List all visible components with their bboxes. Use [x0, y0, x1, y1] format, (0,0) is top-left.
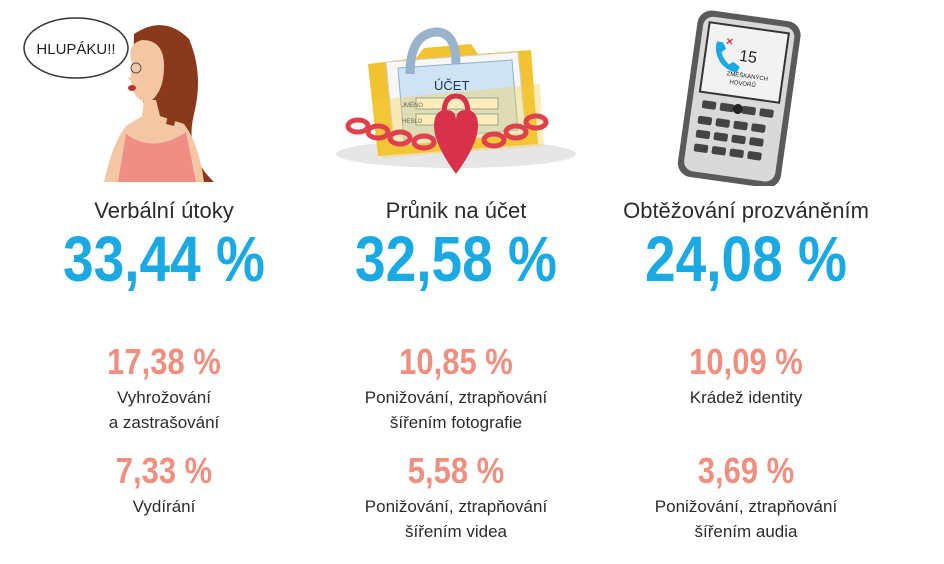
column-title: Průnik na účet [385, 198, 527, 223]
sub-label-line: Ponižování, ztrapňování [364, 497, 548, 516]
sub-label-line: Vydírání [132, 497, 196, 516]
column-title: Obtěžování prozváněním [623, 198, 869, 223]
woman-shouting-icon: HLUPÁKU!! [23, 17, 214, 182]
folder-heading: ÚČET [434, 78, 469, 93]
bubble-text: HLUPÁKU!! [36, 41, 115, 58]
main-percent: 32,58 % [355, 223, 557, 295]
column-missed-calls: × 15 ZMEŠKANÝCH HOVORŮ [596, 0, 896, 564]
missed-count: 15 [738, 48, 758, 67]
svg-text:×: × [725, 34, 734, 49]
sub-label: Vyhrožování a zastrašování [14, 385, 314, 435]
sub-label-line: Krádež identity [689, 388, 803, 407]
sub-label-line: Vyhrožování [117, 388, 211, 407]
column-title: Verbální útoky [94, 198, 234, 223]
sub-label-line: a zastrašování [108, 413, 220, 432]
sub-percent: 3,69 % [697, 450, 795, 491]
sub-label: Ponižování, ztrapňování šířením fotograf… [306, 385, 606, 435]
main-percent: 33,44 % [63, 223, 265, 295]
column-account-breach: ÚČET JMÉNO HESLO Průnik na účet 32,58 % … [306, 0, 606, 564]
sub-percent: 10,09 % [689, 341, 803, 382]
sub-percent: 10,85 % [399, 341, 513, 382]
folder-field: HESLO [402, 119, 423, 125]
sub-label: Vydírání [14, 494, 314, 519]
column-verbal-attacks: HLUPÁKU!! Verbální útoky 33,44 % 17,38 %… [14, 0, 314, 564]
sub-percent: 7,33 % [115, 450, 213, 491]
sub-label: Ponižování, ztrapňování šířením audia [596, 494, 896, 544]
sub-label-line: Ponižování, ztrapňování [654, 497, 838, 516]
missed-text: HOVORŮ [729, 79, 756, 90]
phone-missed-calls-icon: × 15 ZMEŠKANÝCH HOVORŮ [677, 10, 801, 186]
locked-folder-icon: ÚČET JMÉNO HESLO [336, 27, 576, 174]
sub-percent: 17,38 % [107, 341, 221, 382]
sub-label-line: šířením videa [404, 522, 508, 541]
sub-percent: 5,58 % [407, 450, 505, 491]
main-percent: 24,08 % [645, 223, 847, 295]
sub-label-line: Ponižování, ztrapňování [364, 388, 548, 407]
sub-label: Krádež identity [596, 385, 896, 410]
sub-label-line: šířením fotografie [389, 413, 523, 432]
sub-label: Ponižování, ztrapňování šířením videa [306, 494, 606, 544]
sub-label-line: šířením audia [694, 522, 798, 541]
folder-field: JMÉNO [402, 102, 423, 109]
